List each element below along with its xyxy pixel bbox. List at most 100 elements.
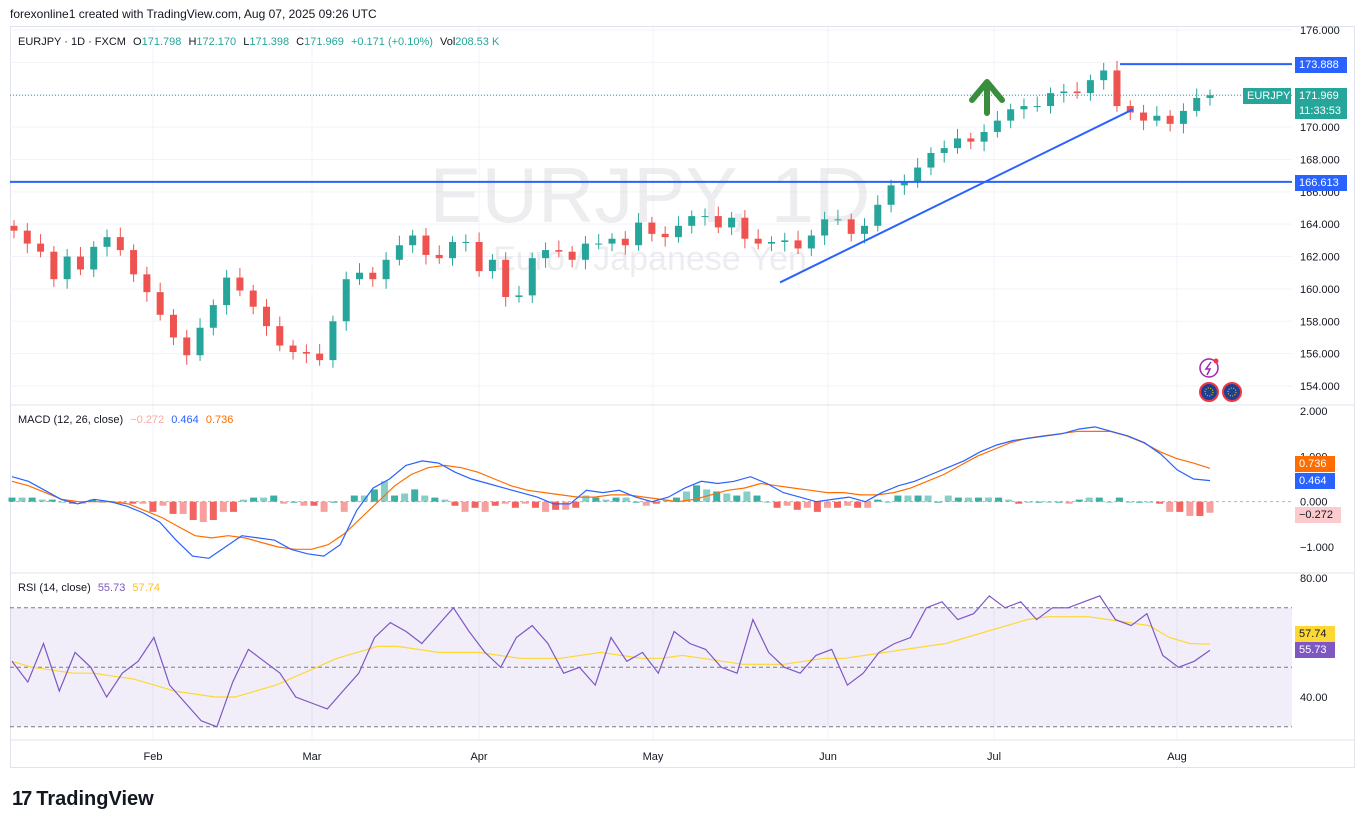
macd-histogram-bar <box>531 501 539 508</box>
candle-body <box>954 138 962 149</box>
candle-body <box>674 225 682 238</box>
macd-histogram-bar <box>904 495 912 502</box>
candle-body <box>1020 106 1028 110</box>
rsi-value: 55.73 <box>97 582 126 594</box>
x-tick-label: Jun <box>819 751 837 763</box>
symbol-name[interactable]: EURJPY · 1D · FXCM <box>18 36 126 48</box>
macd-histogram-bar <box>511 501 519 508</box>
macd-histogram-bar <box>380 481 388 502</box>
candle-body <box>940 148 948 153</box>
macd-histogram-bar <box>713 491 721 502</box>
candle-body <box>914 167 922 183</box>
candle-body <box>103 237 111 247</box>
macd-histogram-bar <box>451 501 459 506</box>
macd-histogram-bar <box>874 499 882 502</box>
macd-histogram-bar <box>592 497 600 502</box>
candle-body <box>63 256 71 280</box>
price-tick-label: 156.000 <box>1300 349 1340 361</box>
price-tick-label: 170.000 <box>1300 122 1340 134</box>
macd-histogram-bar <box>1075 499 1083 502</box>
candle-body <box>621 238 629 246</box>
macd-histogram-bar <box>793 501 801 510</box>
x-tick-label: Feb <box>144 751 163 763</box>
chart-frame[interactable] <box>10 26 1355 768</box>
candle-body <box>635 222 643 246</box>
price-tick-label: 168.000 <box>1300 154 1340 166</box>
macd-histogram-bar <box>803 501 811 508</box>
candle-body <box>1153 115 1161 121</box>
candle-body <box>475 241 483 272</box>
candle-body <box>900 182 908 186</box>
candle-body <box>542 250 550 259</box>
macd-histogram-bar <box>290 501 298 503</box>
macd-histogram-bar <box>642 501 650 506</box>
candle-body <box>50 251 58 280</box>
candle-body <box>927 152 935 168</box>
macd-histogram-bar <box>924 495 932 502</box>
macd-title[interactable]: MACD (12, 26, close) <box>18 414 124 426</box>
macd-histogram-bar <box>985 497 993 502</box>
candle-body <box>1140 112 1148 121</box>
low-value: 171.398 <box>249 36 290 48</box>
macd-histogram-bar <box>1055 501 1063 503</box>
candle-body <box>781 240 789 242</box>
macd-histogram-bar <box>773 501 781 508</box>
candle-body <box>661 233 669 238</box>
watermark-subtitle: Euro / Japanese Yen <box>493 240 807 278</box>
macd-histogram-bar <box>602 499 610 502</box>
candle-body <box>1126 106 1134 113</box>
close-value: 171.969 <box>304 36 344 48</box>
candle-body <box>1073 91 1081 94</box>
macd-histogram-bar <box>199 501 207 523</box>
low-label: L <box>243 36 250 48</box>
candle-body <box>409 235 417 246</box>
macd-histogram-bar <box>169 501 177 514</box>
candle-body <box>1193 97 1201 111</box>
rsi-legend[interactable]: RSI (14, close) 55.73 57.74 <box>18 582 164 594</box>
candle-body <box>435 254 443 259</box>
candle-body <box>289 345 297 353</box>
candle-body <box>887 185 895 205</box>
candle-body <box>767 241 775 244</box>
macd-histogram-bar <box>1085 497 1093 502</box>
macd-histogram-bar <box>250 497 258 502</box>
macd-histogram-bar <box>622 497 630 502</box>
macd-histogram-bar <box>864 501 872 508</box>
up-arrow-icon <box>969 79 1005 116</box>
macd-histogram-bar <box>38 499 46 502</box>
rsi-ma-tag: 57.74 <box>1295 626 1335 642</box>
macd-histogram-bar <box>300 501 308 506</box>
candle-body <box>1113 70 1121 107</box>
candle-body <box>1007 109 1015 121</box>
tradingview-wordmark: TradingView <box>36 788 154 810</box>
candle-body <box>342 279 350 322</box>
eu-flag-icon[interactable] <box>1199 382 1219 402</box>
jp-flag-icon[interactable] <box>1222 382 1242 402</box>
tradingview-mark-icon: 17 <box>12 788 32 810</box>
lightning-icon[interactable] <box>1199 358 1219 378</box>
macd-histogram-bar <box>149 501 157 512</box>
macd-histogram-bar <box>813 501 821 512</box>
candle-body <box>262 306 270 327</box>
macd-legend[interactable]: MACD (12, 26, close) −0.272 0.464 0.736 <box>18 414 237 426</box>
candle-body <box>23 230 31 244</box>
rsi-title[interactable]: RSI (14, close) <box>18 582 91 594</box>
symbol-legend[interactable]: EURJPY · 1D · FXCM O171.798 H172.170 L17… <box>18 36 503 48</box>
support-price-tag[interactable]: 166.613 <box>1295 175 1347 191</box>
candle-body <box>209 305 217 328</box>
tradingview-logo[interactable]: 17 TradingView <box>12 788 154 811</box>
macd-histogram-bar <box>501 501 509 504</box>
last-price-tag[interactable]: 171.969 <box>1295 88 1347 104</box>
resistance-price-tag[interactable]: 173.888 <box>1295 57 1347 73</box>
symbol-price-tag[interactable]: EURJPY <box>1243 88 1291 104</box>
macd-histogram-bar <box>582 495 590 502</box>
macd-histogram-bar <box>370 489 378 502</box>
macd-histogram-bar <box>270 495 278 502</box>
candle-body <box>794 240 802 249</box>
candle-body <box>847 219 855 234</box>
rsi-value-tag: 55.73 <box>1295 642 1335 658</box>
macd-histogram-bar <box>401 493 409 502</box>
candle-body <box>356 272 364 280</box>
macd-signal-value: 0.736 <box>205 414 234 426</box>
